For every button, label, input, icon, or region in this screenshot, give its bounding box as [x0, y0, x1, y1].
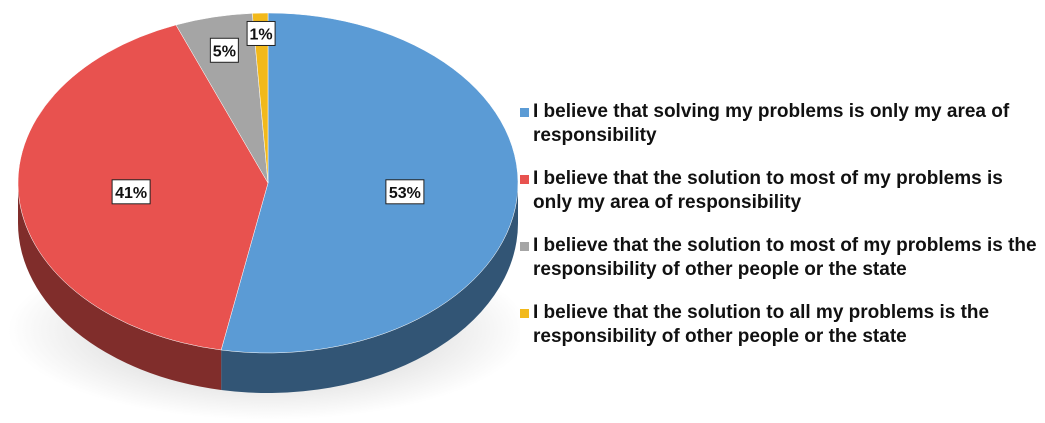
legend-label: I believe that the solution to most of m… — [533, 168, 1003, 213]
legend-item-3: I believe that the solution to most of m… — [520, 234, 1040, 282]
slice-label-box — [246, 20, 276, 46]
pie-sides — [18, 183, 519, 393]
pie-labels: 53% 41% 5% 1% — [111, 20, 425, 205]
slice-label-1: 53% — [385, 179, 425, 205]
legend-item-1: I believe that solving my problems is on… — [520, 100, 1040, 148]
legend-swatch — [520, 309, 529, 318]
legend: I believe that solving my problems is on… — [520, 100, 1040, 368]
pie-slice-4 — [252, 12, 269, 184]
pie-slice-side-1 — [221, 183, 519, 393]
slice-label-box — [209, 37, 239, 63]
slice-label-text: 1% — [250, 26, 273, 43]
pie-chart: 53% 41% 5% 1% — [8, 12, 520, 420]
slice-label-2: 41% — [111, 179, 151, 205]
slice-label-text: 53% — [389, 185, 421, 202]
legend-item-2: I believe that the solution to most of m… — [520, 167, 1040, 215]
pie-slice-side-2 — [18, 183, 222, 390]
pie-tops — [17, 12, 519, 354]
slice-label-box — [111, 179, 151, 205]
legend-swatch — [520, 108, 529, 117]
slice-label-box — [385, 179, 425, 205]
legend-label: I believe that the solution to most of m… — [533, 235, 1037, 280]
slice-label-4: 1% — [246, 20, 276, 46]
pie-slice-1 — [220, 12, 519, 354]
legend-item-4: I believe that the solution to all my pr… — [520, 301, 1040, 349]
legend-label: I believe that the solution to all my pr… — [533, 302, 990, 347]
slice-label-text: 5% — [213, 43, 236, 60]
legend-swatch — [520, 175, 529, 184]
slice-label-3: 5% — [209, 37, 239, 63]
slice-label-text: 41% — [115, 185, 147, 202]
legend-swatch — [520, 242, 529, 251]
legend-label: I believe that solving my problems is on… — [533, 101, 1010, 146]
